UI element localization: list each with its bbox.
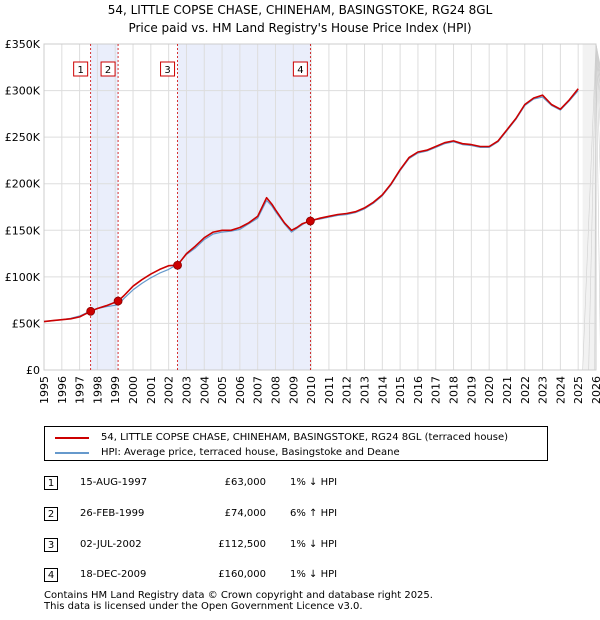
- sale-date: 15-AUG-1997: [80, 477, 148, 488]
- x-tick-label: 1996: [56, 376, 69, 404]
- sale-date: 26-FEB-1999: [80, 508, 145, 519]
- chart-title: 54, LITTLE COPSE CHASE, CHINEHAM, BASING…: [107, 3, 493, 17]
- price-chart: 1 2 3 4 £0 £50K £100K £150K £200K £250K £300K £350…: [5, 38, 600, 404]
- legend-item-property: 54, LITTLE COPSE CHASE, CHINEHAM, BASING…: [55, 432, 508, 443]
- sale-number: 3: [44, 538, 58, 552]
- legend-label-property: 54, LITTLE COPSE CHASE, CHINEHAM, BASING…: [101, 432, 509, 443]
- forecast-hatch: [595, 43, 600, 129]
- y-tick-label: £350K: [5, 38, 41, 51]
- x-tick-label: 2018: [448, 376, 461, 404]
- x-tick-label: 1999: [109, 376, 122, 404]
- sale-row: 3 02-JUL-2002 £112,500 1% ↓ HPI: [0, 538, 600, 556]
- x-tick-label: 2002: [163, 376, 176, 404]
- x-tick-label: 1998: [91, 376, 104, 404]
- forecast-hatch: [588, 43, 597, 371]
- sale-point: [173, 260, 182, 270]
- licence-line: This data is licensed under the Open Gov…: [44, 601, 363, 612]
- y-tick-label: £200K: [5, 178, 41, 191]
- x-tick-label: 2010: [305, 376, 318, 404]
- sale-point: [86, 306, 96, 316]
- y-tick-label: £0: [26, 364, 40, 377]
- x-tick-label: 2006: [234, 376, 247, 404]
- sale-price: £160,000: [218, 569, 266, 580]
- sale-box-label: 3: [164, 65, 170, 76]
- plot-frame: [43, 43, 597, 371]
- x-tick-label: 2000: [127, 376, 140, 404]
- ownership-band: [177, 44, 311, 370]
- legend-item-hpi: HPI: Average price, terraced house, Basi…: [55, 447, 400, 458]
- x-tick-label: 2005: [216, 376, 229, 404]
- chart-subtitle: Price paid vs. HM Land Registry's House …: [128, 21, 472, 35]
- sale-number: 2: [44, 507, 58, 521]
- sale-row: 1 15-AUG-1997 £63,000 1% ↓ HPI: [0, 476, 600, 494]
- forecast-hatch: [595, 43, 600, 176]
- sale-box: [292, 61, 308, 77]
- x-tick-label: 2019: [465, 376, 478, 404]
- x-tick-label: 2011: [323, 376, 336, 404]
- sale-price: £112,500: [218, 539, 266, 550]
- sale-point: [305, 216, 315, 226]
- x-tick-label: 2020: [483, 376, 496, 404]
- x-tick-label: 1995: [38, 376, 51, 404]
- sale-number: 1: [44, 476, 58, 490]
- sale-number: 4: [44, 568, 58, 582]
- copyright-line: Contains HM Land Registry data © Crown c…: [44, 590, 433, 601]
- y-tick-label: £100K: [5, 271, 41, 284]
- sale-row: 4 18-DEC-2009 £160,000 1% ↓ HPI: [0, 568, 600, 586]
- sale-date: 18-DEC-2009: [80, 569, 147, 580]
- sale-price: £63,000: [224, 477, 266, 488]
- x-tick-label: 2015: [394, 376, 407, 404]
- legend-swatch-hpi: [55, 451, 89, 454]
- sale-box: [73, 61, 89, 77]
- sale-box-label: 4: [297, 65, 303, 76]
- sale-date: 02-JUL-2002: [80, 539, 142, 550]
- sale-box: [100, 61, 116, 77]
- sale-hpi-diff: 1% ↓ HPI: [290, 477, 338, 488]
- x-tick-label: 2021: [501, 376, 514, 404]
- x-tick-label: 2012: [341, 376, 354, 404]
- ownership-band: [90, 44, 119, 370]
- y-tick-label: £150K: [5, 224, 41, 237]
- x-tick-label: 1997: [74, 376, 87, 404]
- footer: Contains HM Land Registry data © Crown c…: [44, 590, 433, 612]
- x-tick-label: 2016: [412, 376, 425, 404]
- x-tick-label: 2026: [590, 376, 600, 404]
- x-tick-label: 2004: [198, 376, 211, 404]
- forecast-hatch: [582, 43, 597, 371]
- x-tick-label: 2023: [537, 376, 550, 404]
- x-tick-label: 2024: [554, 376, 567, 404]
- x-tick-label: 2009: [287, 376, 300, 404]
- sale-box: [160, 61, 176, 77]
- x-tick-label: 2008: [269, 376, 282, 404]
- sale-row: 2 26-FEB-1999 £74,000 6% ↑ HPI: [0, 507, 600, 525]
- x-tick-label: 2003: [180, 376, 193, 404]
- property-price-line: [43, 88, 579, 323]
- legend-swatch-property: [55, 436, 89, 439]
- x-tick-label: 2017: [430, 376, 443, 404]
- sale-price: £74,000: [224, 508, 266, 519]
- sale-hpi-diff: 1% ↓ HPI: [290, 569, 338, 580]
- sale-box-label: 2: [105, 65, 111, 76]
- y-tick-label: £250K: [5, 131, 41, 144]
- sale-point: [113, 296, 123, 306]
- y-tick-label: £300K: [5, 85, 41, 98]
- sale-hpi-diff: 1% ↓ HPI: [290, 539, 338, 550]
- y-tick-label: £50K: [12, 317, 41, 330]
- legend: 54, LITTLE COPSE CHASE, CHINEHAM, BASING…: [44, 426, 548, 461]
- x-tick-label: 2007: [252, 376, 265, 404]
- legend-label-hpi: HPI: Average price, terraced house, Basi…: [101, 447, 400, 458]
- sale-box-label: 1: [77, 65, 83, 76]
- x-tick-label: 2022: [519, 376, 532, 404]
- sale-hpi-diff: 6% ↑ HPI: [290, 508, 338, 519]
- x-tick-label: 2001: [145, 376, 158, 404]
- x-tick-label: 2014: [376, 376, 389, 404]
- x-tick-label: 2025: [572, 376, 585, 404]
- x-tick-label: 2013: [359, 376, 372, 404]
